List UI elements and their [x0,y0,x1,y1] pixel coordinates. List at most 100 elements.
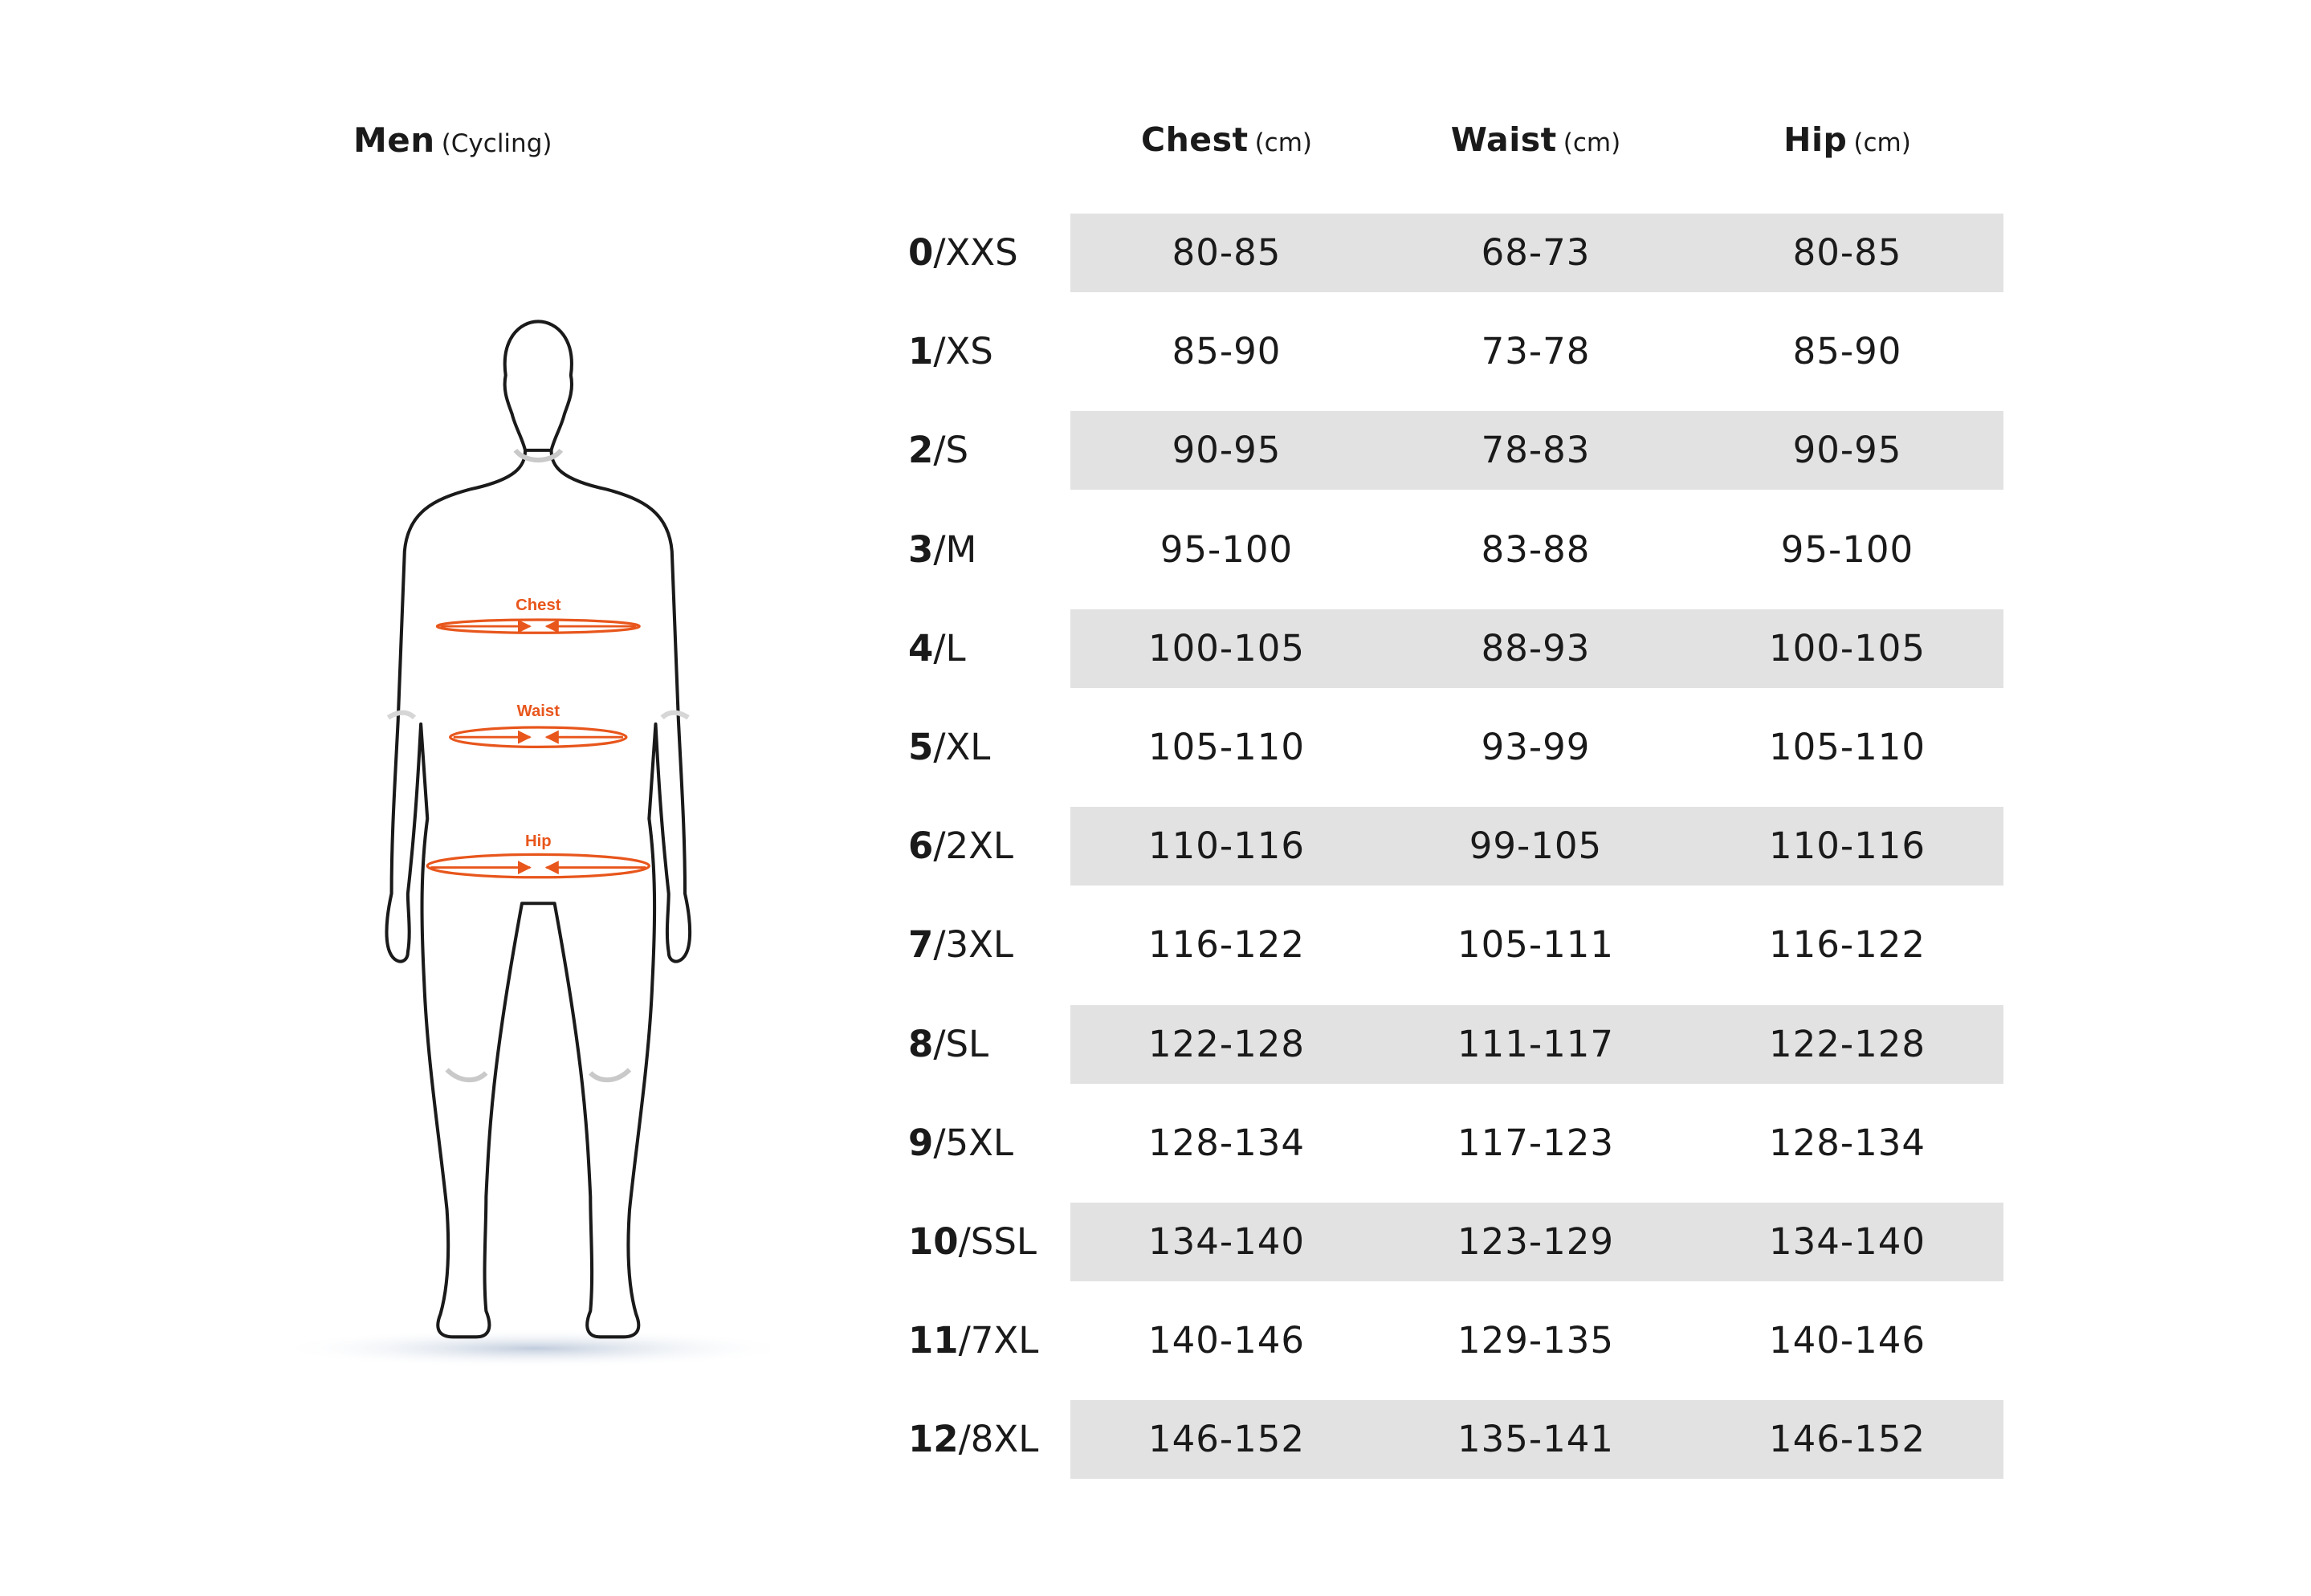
size-label: 3/M [908,511,976,589]
chest-cell: 105-110 [1147,726,1306,768]
row-band [1070,1004,2003,1084]
waist-cell: 105-111 [1457,923,1615,967]
table-row: 11/7XL 140-146 129-135 140-146 [895,1301,2003,1380]
waist-cell: 73-78 [1481,330,1591,373]
row-band [1070,1400,2003,1480]
waist-cell: 93-99 [1481,726,1591,768]
waist-measure-line [449,726,628,748]
header-waist-label: Waist [1450,120,1557,159]
hip-cell: 146-152 [1768,1418,1926,1461]
size-number: 6 [908,824,934,868]
row-band [1070,609,2003,688]
size-code: /5XL [933,1121,1014,1164]
header-chest: Chest (cm) [1072,120,1381,177]
head-outline [503,320,573,452]
chest-cell: 90-95 [1172,429,1282,472]
chest-cell: 80-85 [1172,231,1282,274]
size-code: /M [933,527,977,571]
title-main: Men [353,120,435,160]
size-code: /SL [933,1022,989,1065]
waist-cell: 129-135 [1457,1319,1615,1362]
size-number: 7 [908,923,934,967]
chest-cell: 110-116 [1147,824,1306,868]
size-label: 7/3XL [908,906,1013,984]
table-row: 4/L 100-105 88-93 100-105 [895,609,2003,688]
size-code: /3XL [933,923,1014,967]
table-row: 3/M 95-100 83-88 95-100 [895,511,2003,589]
size-code: /8XL [958,1418,1039,1461]
waist-cell: 78-83 [1481,429,1591,472]
table-row: 6/2XL 110-116 99-105 110-116 [895,807,2003,886]
hip-cell: 85-90 [1792,330,1902,373]
chest-cell: 100-105 [1147,626,1306,670]
table-row: 7/3XL 116-122 105-111 116-122 [895,906,2003,984]
hip-cell: 128-134 [1768,1121,1926,1164]
chest-cell: 134-140 [1147,1220,1306,1263]
table-row: 8/SL 122-128 111-117 122-128 [895,1004,2003,1084]
table-row: 9/5XL 128-134 117-123 128-134 [895,1104,2003,1183]
size-code: /XXS [933,231,1018,274]
size-label: 11/7XL [908,1301,1038,1380]
hip-cell: 95-100 [1780,527,1914,571]
size-code: /SSL [958,1220,1037,1263]
size-number: 0 [908,231,934,274]
size-label: 0/XXS [908,214,1018,292]
page-title: Men (Cycling) [353,120,552,160]
size-number: 2 [908,429,934,472]
waist-cell: 135-141 [1457,1418,1615,1461]
row-band [1070,411,2003,491]
body-silhouette-illustration: Chest Waist Hip [274,320,771,1368]
hip-marker-label: Hip [525,833,552,850]
size-code: /XL [933,726,991,768]
size-code: /S [933,429,969,472]
title-sub: (Cycling) [441,129,552,158]
right-elbow-shade [660,710,690,720]
row-band [1070,214,2003,292]
size-number: 1 [908,330,934,373]
size-number: 9 [908,1121,934,1164]
size-label: 5/XL [908,708,990,787]
waist-cell: 123-129 [1457,1220,1615,1263]
hip-cell: 80-85 [1792,231,1902,274]
row-band [1070,807,2003,886]
waist-cell: 111-117 [1457,1022,1615,1065]
size-number: 3 [908,527,934,571]
body-outline [385,450,692,1339]
size-number: 8 [908,1022,934,1065]
waist-marker-label: Waist [517,702,560,720]
waist-cell: 99-105 [1469,824,1603,868]
size-code: /7XL [958,1319,1039,1362]
left-knee-shade [445,1068,488,1083]
chest-cell: 122-128 [1147,1022,1306,1065]
table-row: 5/XL 105-110 93-99 105-110 [895,708,2003,787]
size-code: /L [933,626,966,670]
size-label: 10/SSL [908,1203,1037,1281]
waist-cell: 83-88 [1481,527,1591,571]
header-waist-unit: (cm) [1563,128,1621,157]
size-number: 10 [908,1220,959,1263]
table-row: 0/XXS 80-85 68-73 80-85 [895,214,2003,292]
table-row: 1/XS 85-90 73-78 85-90 [895,312,2003,391]
size-label: 9/5XL [908,1104,1013,1183]
hip-measure-line [426,853,650,879]
collar-shade [513,448,564,462]
hip-cell: 140-146 [1768,1319,1926,1362]
chest-cell: 95-100 [1160,527,1294,571]
body-measurement-figure: Chest Waist Hip [273,297,771,1373]
table-row: 12/8XL 146-152 135-141 146-152 [895,1400,2003,1480]
table-row: 10/SSL 134-140 123-129 134-140 [895,1203,2003,1281]
header-hip: Hip (cm) [1693,120,2002,177]
size-label: 4/L [908,609,966,688]
chest-marker-label: Chest [516,596,561,614]
header-hip-unit: (cm) [1853,128,1911,157]
chest-cell: 116-122 [1147,923,1306,967]
table-row: 2/S 90-95 78-83 90-95 [895,411,2003,491]
header-chest-unit: (cm) [1254,128,1313,157]
size-label: 6/2XL [908,807,1013,886]
waist-cell: 68-73 [1481,231,1591,274]
size-code: /XS [933,330,993,373]
right-knee-shade [589,1068,632,1083]
size-number: 11 [908,1319,959,1362]
header-waist: Waist (cm) [1381,120,1690,177]
chest-cell: 128-134 [1147,1121,1306,1164]
